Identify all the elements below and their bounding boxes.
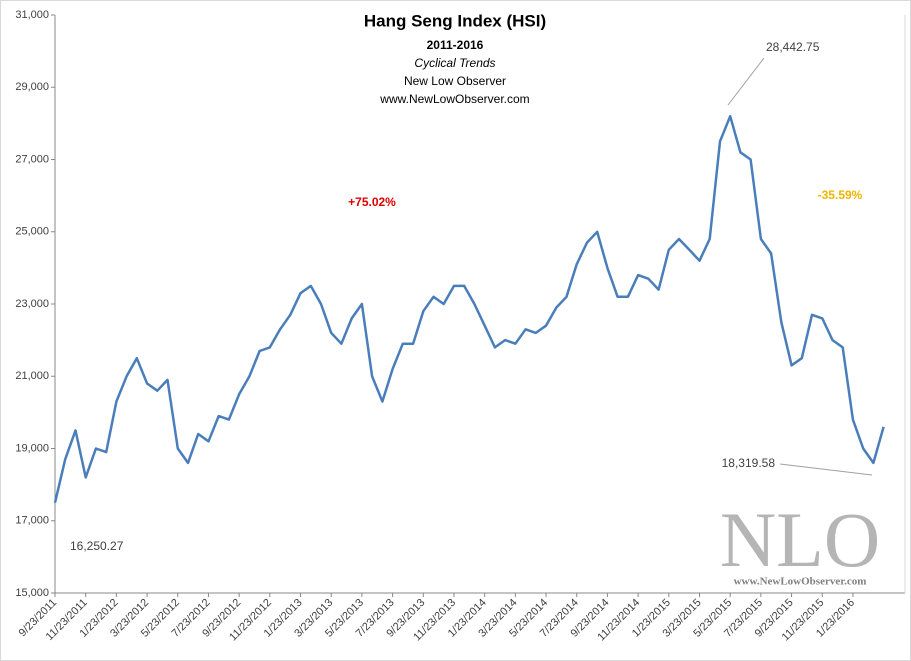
subtitle: www.NewLowObserver.com (379, 92, 529, 106)
y-tick-label: 19,000 (15, 442, 49, 454)
line-series (53, 114, 885, 503)
annotation: 28,442.75 (766, 40, 820, 54)
annotation-arrow (779, 463, 873, 476)
subtitle: Cyclical Trends (414, 56, 495, 70)
y-tick-label: 23,000 (15, 298, 49, 310)
subtitle: New Low Observer (404, 74, 506, 88)
subtitle: 2011-2016 (427, 38, 484, 52)
annotation: 16,250.27 (70, 539, 124, 553)
y-tick-label: 21,000 (15, 370, 49, 382)
annotation: +75.02% (348, 195, 396, 209)
annotation: -35.59% (818, 188, 863, 202)
y-tick-label: 17,000 (15, 515, 49, 527)
annotation-arrow (727, 57, 765, 106)
y-tick-label: 29,000 (15, 81, 49, 93)
chart-title: Hang Seng Index (HSI) (364, 11, 546, 30)
y-tick-label: 25,000 (15, 226, 49, 238)
y-tick-label: 27,000 (15, 153, 49, 165)
y-tick-label: 31,000 (15, 9, 49, 21)
watermark-logo: NLO (720, 496, 880, 583)
watermark-site: www.NewLowObserver.com (734, 576, 867, 588)
annotation: 18,319.58 (722, 456, 776, 470)
y-tick-label: 15,000 (15, 587, 49, 599)
